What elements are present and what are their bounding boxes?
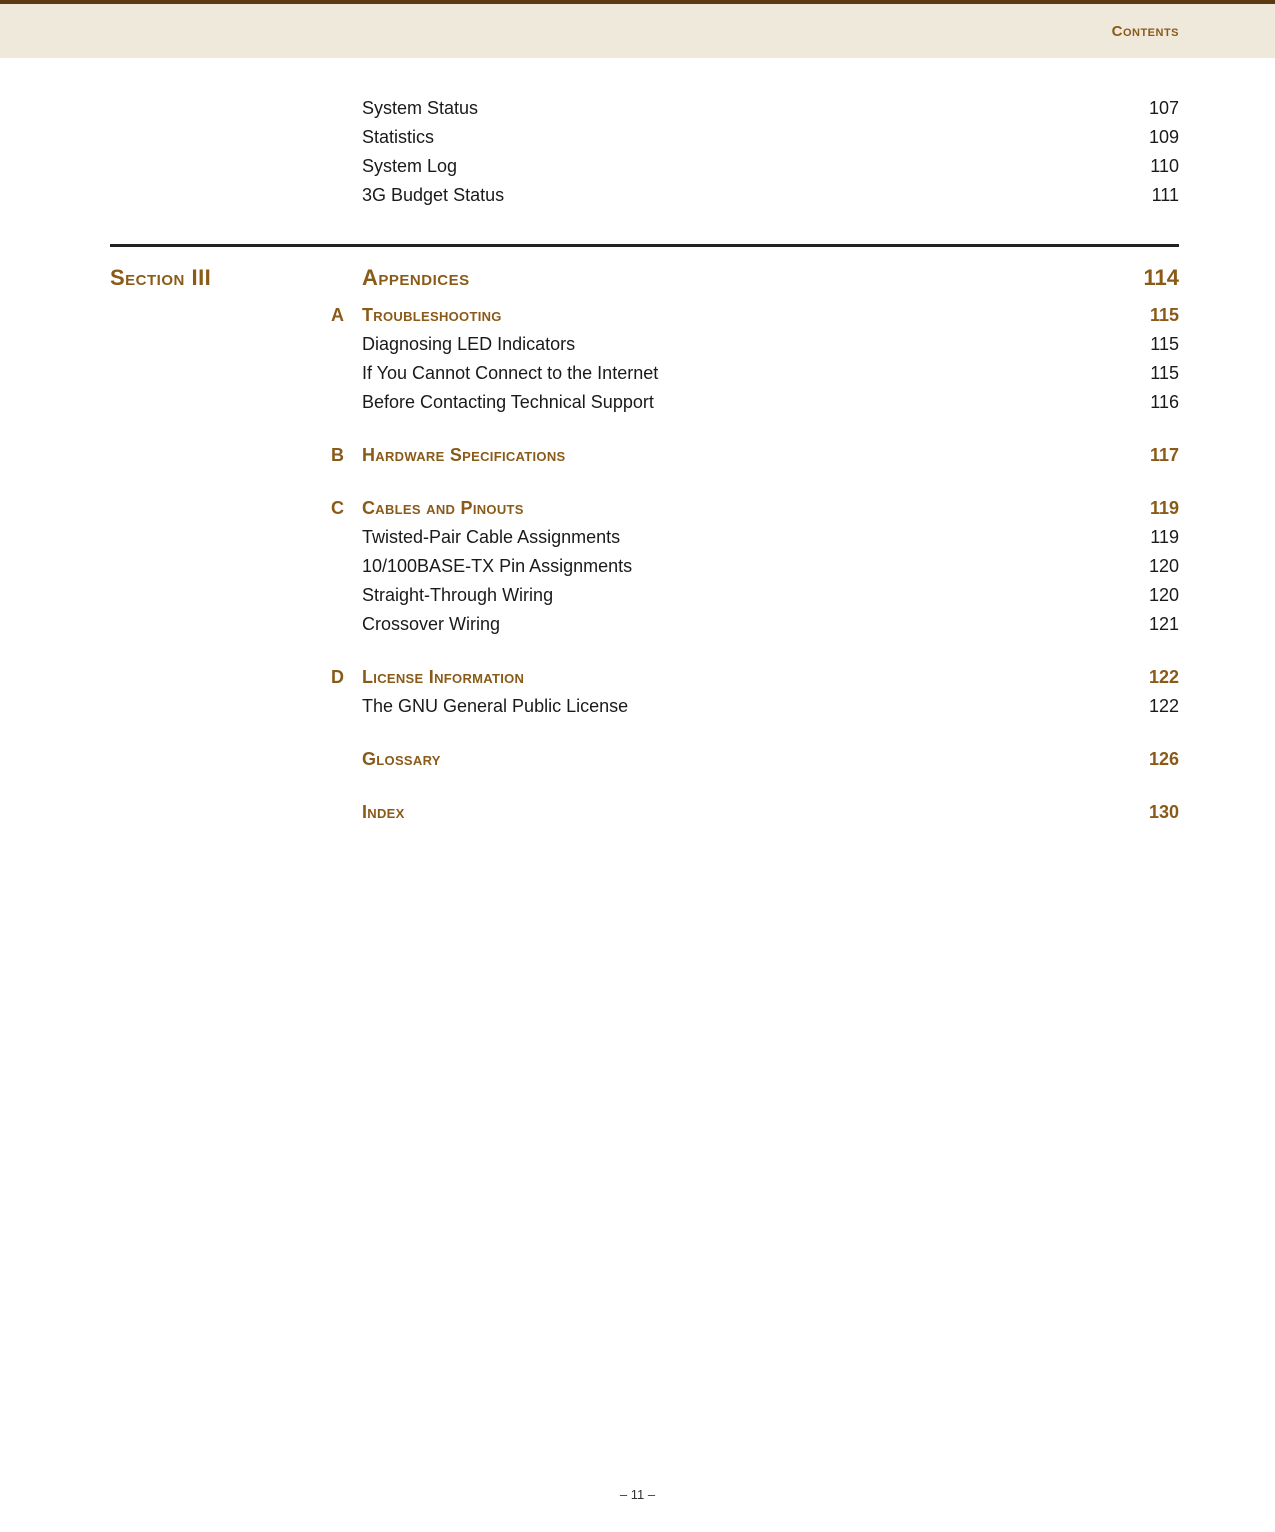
appendix-page: 122 <box>1099 667 1179 688</box>
section-page: 114 <box>1099 265 1179 291</box>
toc-sub-page: 121 <box>1099 614 1179 635</box>
toc-sub-title: If You Cannot Connect to the Internet <box>362 363 1099 384</box>
page: Contents System Status 107 Statistics 10… <box>0 0 1275 1532</box>
tail-block: Index 130 <box>320 798 1179 827</box>
toc-sub-page: 120 <box>1099 585 1179 606</box>
section-title: Appendices <box>310 265 1099 291</box>
toc-sub-page: 107 <box>1099 98 1179 119</box>
toc-sub-title: System Log <box>362 156 1099 177</box>
tail-page: 126 <box>1099 749 1179 770</box>
toc-sub-row: System Log 110 <box>320 152 1179 181</box>
appendix-letter: B <box>320 445 362 466</box>
appendices-right: A Troubleshooting 115 Diagnosing LED Ind… <box>320 301 1179 851</box>
appendix-page: 119 <box>1099 498 1179 519</box>
toc-sub-row: Crossover Wiring 121 <box>320 610 1179 639</box>
page-footer: – 11 – <box>0 1487 1275 1502</box>
appendix-title: Cables and Pinouts <box>362 498 1099 519</box>
toc-sub-row: The GNU General Public License 122 <box>320 692 1179 721</box>
appendix-block: A Troubleshooting 115 Diagnosing LED Ind… <box>320 301 1179 417</box>
appendix-head-row: D License Information 122 <box>320 663 1179 692</box>
appendix-letter: C <box>320 498 362 519</box>
toc-sub-row: Straight-Through Wiring 120 <box>320 581 1179 610</box>
appendix-head-row: C Cables and Pinouts 119 <box>320 494 1179 523</box>
appendices-block: A Troubleshooting 115 Diagnosing LED Ind… <box>110 301 1179 851</box>
header-contents-label: Contents <box>1112 23 1179 40</box>
toc-sub-page: 122 <box>1099 696 1179 717</box>
section-rule <box>110 244 1179 247</box>
appendix-page: 117 <box>1099 445 1179 466</box>
toc-sub-row: Before Contacting Technical Support 116 <box>320 388 1179 417</box>
toc-sub-title: Diagnosing LED Indicators <box>362 334 1099 355</box>
appendix-letter: A <box>320 305 362 326</box>
toc-sub-page: 109 <box>1099 127 1179 148</box>
appendix-title: Hardware Specifications <box>362 445 1099 466</box>
body: System Status 107 Statistics 109 System … <box>0 58 1275 851</box>
toc-sub-title: Twisted-Pair Cable Assignments <box>362 527 1099 548</box>
appendix-block: D License Information 122 The GNU Genera… <box>320 663 1179 721</box>
appendix-title: License Information <box>362 667 1099 688</box>
appendix-block: C Cables and Pinouts 119 Twisted-Pair Ca… <box>320 494 1179 639</box>
tail-head-row: Glossary 126 <box>320 745 1179 774</box>
toc-sub-page: 116 <box>1099 392 1179 413</box>
toc-sub-row: Statistics 109 <box>320 123 1179 152</box>
appendix-letter: D <box>320 667 362 688</box>
appendix-head-row: A Troubleshooting 115 <box>320 301 1179 330</box>
appendix-head-row: B Hardware Specifications 117 <box>320 441 1179 470</box>
tail-block: Glossary 126 <box>320 745 1179 774</box>
appendix-block: B Hardware Specifications 117 <box>320 441 1179 470</box>
toc-sub-row: If You Cannot Connect to the Internet 11… <box>320 359 1179 388</box>
toc-sub-page: 119 <box>1099 527 1179 548</box>
page-number: – 11 – <box>620 1487 655 1502</box>
toc-sub-row: System Status 107 <box>320 94 1179 123</box>
appendix-page: 115 <box>1099 305 1179 326</box>
toc-sub-title: Before Contacting Technical Support <box>362 392 1099 413</box>
toc-sub-title: Crossover Wiring <box>362 614 1099 635</box>
tail-title: Glossary <box>362 749 1099 770</box>
section-label: Section III <box>110 265 310 291</box>
left-gutter <box>110 94 310 210</box>
tail-title: Index <box>362 802 1099 823</box>
pre-section-right: System Status 107 Statistics 109 System … <box>320 94 1179 210</box>
toc-sub-title: The GNU General Public License <box>362 696 1099 717</box>
section-heading-row: Section III Appendices 114 <box>110 259 1179 301</box>
tail-page: 130 <box>1099 802 1179 823</box>
toc-sub-page: 120 <box>1099 556 1179 577</box>
toc-sub-page: 111 <box>1099 185 1179 206</box>
header-band: Contents <box>0 4 1275 58</box>
tail-head-row: Index 130 <box>320 798 1179 827</box>
toc-sub-title: Straight-Through Wiring <box>362 585 1099 606</box>
toc-sub-page: 115 <box>1099 363 1179 384</box>
toc-sub-title: Statistics <box>362 127 1099 148</box>
toc-sub-title: System Status <box>362 98 1099 119</box>
left-gutter <box>110 301 310 851</box>
toc-sub-page: 115 <box>1099 334 1179 355</box>
appendix-title: Troubleshooting <box>362 305 1099 326</box>
toc-sub-page: 110 <box>1099 156 1179 177</box>
toc-sub-row: 3G Budget Status 111 <box>320 181 1179 210</box>
toc-sub-row: Diagnosing LED Indicators 115 <box>320 330 1179 359</box>
toc-sub-row: 10/100BASE-TX Pin Assignments 120 <box>320 552 1179 581</box>
toc-sub-title: 10/100BASE-TX Pin Assignments <box>362 556 1099 577</box>
pre-section-block: System Status 107 Statistics 109 System … <box>110 94 1179 210</box>
toc-sub-row: Twisted-Pair Cable Assignments 119 <box>320 523 1179 552</box>
toc-sub-title: 3G Budget Status <box>362 185 1099 206</box>
